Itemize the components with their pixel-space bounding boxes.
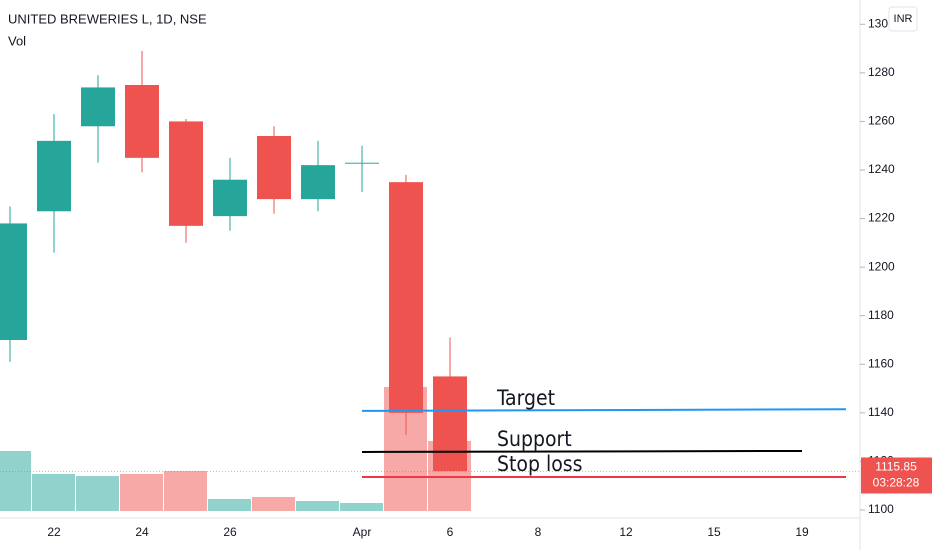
currency-label: INR <box>894 13 913 25</box>
y-tick-label: 1100 <box>868 502 894 516</box>
candle-body <box>301 165 335 200</box>
drawing-label: Stop loss <box>497 452 582 476</box>
candle-body <box>0 223 27 340</box>
drawing-label: Support <box>497 427 572 451</box>
volume-bar <box>208 499 251 511</box>
y-tick-label: 1140 <box>868 405 894 419</box>
candle-body <box>213 179 247 217</box>
y-tick-label: 1200 <box>868 259 895 273</box>
last-price-box <box>861 457 932 494</box>
volume-bar <box>0 451 31 511</box>
x-tick-label: Apr <box>353 525 372 539</box>
x-tick-label: 24 <box>135 525 149 539</box>
y-tick-label: 1160 <box>868 356 894 370</box>
currency-button[interactable] <box>888 6 918 32</box>
x-tick-label: 15 <box>707 525 721 539</box>
candle-body <box>257 135 291 200</box>
candle-body <box>345 162 379 164</box>
y-tick-label: 1240 <box>868 162 895 176</box>
y-tick-label: 1300 <box>868 16 895 30</box>
volume-label: Vol <box>8 33 26 48</box>
candle-body <box>169 121 203 226</box>
volume-bar <box>340 503 383 511</box>
drawing-line <box>361 449 803 453</box>
y-tick-label: 1260 <box>868 114 895 128</box>
volume-bar <box>296 501 339 511</box>
x-tick-label: 22 <box>47 525 61 539</box>
last-price-label: 1115.85 <box>875 460 917 474</box>
x-tick-label: 26 <box>223 525 237 539</box>
x-tick-label: 6 <box>447 525 454 539</box>
candle-body <box>433 376 467 472</box>
candle-body <box>389 182 423 413</box>
volume-bar <box>32 474 75 511</box>
volume-bar <box>76 476 119 511</box>
drawing-label: Target <box>496 386 555 410</box>
y-tick-label: 1280 <box>868 65 895 79</box>
chart-title: UNITED BREWERIES L, 1D, NSE <box>8 11 207 26</box>
candle-body <box>37 140 71 212</box>
volume-bar <box>120 474 163 511</box>
countdown-label: 03:28:28 <box>873 476 920 490</box>
y-tick-label: 1180 <box>868 308 894 322</box>
candle-body <box>125 84 159 158</box>
y-tick-label: 1220 <box>868 211 895 225</box>
x-tick-label: 19 <box>795 525 809 539</box>
x-tick-label: 12 <box>619 525 633 539</box>
drawing-line <box>361 408 847 412</box>
volume-bar <box>164 471 207 511</box>
x-tick-label: 8 <box>535 525 542 539</box>
candle-body <box>81 87 115 127</box>
volume-bar <box>252 497 295 511</box>
